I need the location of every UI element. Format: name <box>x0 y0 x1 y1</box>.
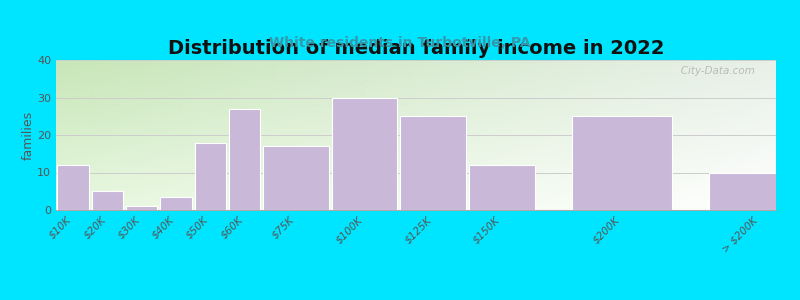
Bar <box>229 109 260 210</box>
Bar <box>572 116 672 210</box>
Bar <box>92 191 123 210</box>
Bar <box>469 165 534 210</box>
Title: Distribution of median family income in 2022: Distribution of median family income in … <box>168 39 664 58</box>
Bar <box>160 197 192 210</box>
Bar <box>263 146 329 210</box>
Bar <box>58 165 89 210</box>
Bar <box>709 172 800 210</box>
Bar <box>400 116 466 210</box>
Text: White residents in Turbotville, PA: White residents in Turbotville, PA <box>269 36 531 50</box>
Bar <box>126 206 158 210</box>
Bar <box>332 98 398 210</box>
Y-axis label: families: families <box>22 110 34 160</box>
Text: City-Data.com: City-Data.com <box>670 66 754 76</box>
Bar <box>194 142 226 210</box>
